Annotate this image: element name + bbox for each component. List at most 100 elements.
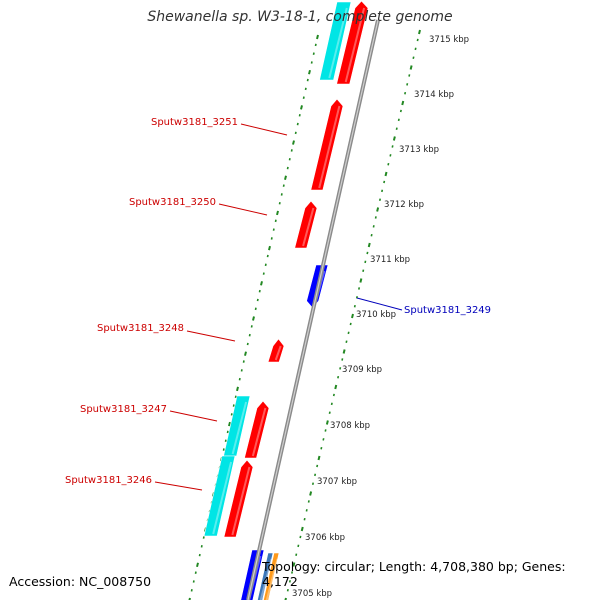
gc-dot-left: [286, 166, 289, 170]
gc-dot-left: [312, 52, 315, 55]
gc-dot-right: [325, 420, 329, 425]
gc-dot-left: [304, 87, 307, 91]
cds-sputw3181-3247: [244, 400, 270, 459]
rna-feature-top: [319, 1, 352, 81]
gc-dot-right: [328, 411, 331, 415]
gc-dot-left: [224, 439, 227, 443]
gc-dot-right: [418, 29, 421, 35]
gc-dot-right: [339, 367, 342, 370]
map-title: Shewanella sp. W3-18-1, complete genome: [147, 9, 453, 25]
gc-dot-left: [300, 105, 303, 110]
gc-dot-right: [307, 500, 310, 503]
gene-label-sputw3181-3246[interactable]: Sputw3181_3246: [65, 475, 152, 486]
gc-dot-right: [316, 464, 319, 468]
gc-dot-left: [268, 245, 271, 251]
gene-label-sputw3181-3250[interactable]: Sputw3181_3250: [129, 197, 216, 208]
gc-dot-right: [374, 216, 377, 219]
gene-label-sputw3181-3247[interactable]: Sputw3181_3247: [80, 404, 167, 415]
gc-dot-right: [372, 225, 375, 228]
gc-dot-left: [202, 536, 205, 539]
gc-dot-right: [387, 162, 390, 166]
gc-dot-right: [299, 535, 302, 539]
gene-label-sputw3181-3248[interactable]: Sputw3181_3248: [97, 323, 184, 334]
gc-dot-right: [337, 375, 340, 379]
gc-dot-left: [228, 421, 231, 427]
gc-dot-left: [272, 228, 275, 231]
feature-track: [203, 0, 369, 600]
gc-dot-right: [351, 313, 354, 319]
gc-dot-left: [188, 597, 191, 600]
gc-dot-right: [401, 100, 405, 106]
gc-dot-left: [252, 316, 255, 321]
gc-dot-right: [364, 260, 367, 264]
gc-dot-right: [359, 278, 363, 283]
rna-feature-3246: [203, 455, 236, 537]
gc-dot-right: [309, 491, 313, 496]
gc-dot-right: [408, 74, 411, 77]
cds-feature-top-shade: [344, 7, 366, 83]
cds-sputw3181-3246: [223, 459, 254, 538]
gc-dot-left: [250, 325, 253, 328]
cds-sputw3181-3251: [310, 98, 344, 191]
kbp-ticks: 3715 kbp 3714 kbp 3713 kbp 3712 kbp 3711 kbp…: [292, 35, 469, 599]
leader-line-sputw3181-3249: [356, 297, 403, 311]
gc-dot-right: [416, 38, 419, 42]
gc-dot-right: [286, 588, 289, 592]
gc-dot-left: [290, 149, 293, 152]
cds-sputw3181-3247-shade: [251, 407, 267, 457]
gc-dot-left: [240, 369, 243, 372]
gc-dot-right: [347, 331, 350, 335]
gc-dot-right: [342, 349, 346, 354]
rna-feature-3247-shade: [231, 401, 248, 455]
gc-dot-right: [353, 304, 356, 308]
gc-dot-right: [349, 322, 352, 326]
gc-dot-left: [246, 342, 249, 346]
gc-dot-left: [196, 562, 199, 568]
gc-dot-right: [391, 145, 394, 148]
gc-dot-left: [276, 210, 279, 216]
genome-backbone: [246, 19, 380, 600]
gc-dot-left: [242, 360, 245, 363]
gc-dot-right: [389, 154, 392, 157]
gc-dot-right: [412, 56, 415, 60]
gc-dot-right: [404, 91, 407, 95]
gc-dot-right: [324, 429, 327, 432]
gc-dot-left: [280, 193, 283, 196]
gc-dot-left: [316, 34, 319, 40]
leader-line-sputw3181-3250: [218, 203, 268, 216]
kbp-tick-label: 3712 kbp: [384, 200, 424, 210]
gc-dot-left: [310, 61, 313, 64]
gc-dot-right: [397, 118, 400, 122]
gc-dot-left: [314, 43, 317, 47]
gene-label-sputw3181-3249[interactable]: Sputw3181_3249: [404, 305, 491, 316]
kbp-tick-label: 3714 kbp: [414, 90, 454, 100]
gc-dot-left: [262, 272, 265, 275]
gc-dot-right: [370, 233, 373, 237]
cds-feature-top: [336, 0, 369, 85]
gc-dot-left: [234, 395, 237, 399]
gc-dot-left: [264, 263, 267, 267]
gc-skew-right-track: [284, 29, 421, 600]
gc-dot-right: [362, 269, 365, 273]
gc-dot-right: [366, 251, 369, 255]
gc-dot-right: [322, 438, 325, 441]
gc-dot-right: [384, 171, 388, 177]
gc-dot-left: [270, 237, 273, 240]
gene-label-sputw3181-3251[interactable]: Sputw3181_3251: [151, 117, 238, 128]
gc-dot-right: [358, 287, 361, 290]
cds-sputw3181-3248: [267, 338, 285, 363]
gc-dot-right: [314, 473, 317, 477]
gc-dot-right: [295, 553, 298, 557]
gc-dot-right: [378, 198, 381, 202]
backbone-highlight: [247, 19, 379, 600]
gc-dot-left: [274, 219, 277, 223]
gc-dot-right: [341, 358, 344, 361]
gc-dot-left: [294, 131, 297, 135]
gc-dot-right: [300, 526, 304, 532]
gc-dot-left: [244, 351, 247, 356]
gc-dot-right: [317, 455, 321, 461]
leader-line-sputw3181-3246: [154, 481, 203, 491]
gc-dot-right: [414, 47, 417, 51]
gc-dot-right: [297, 544, 300, 548]
gc-dot-left: [192, 580, 195, 583]
